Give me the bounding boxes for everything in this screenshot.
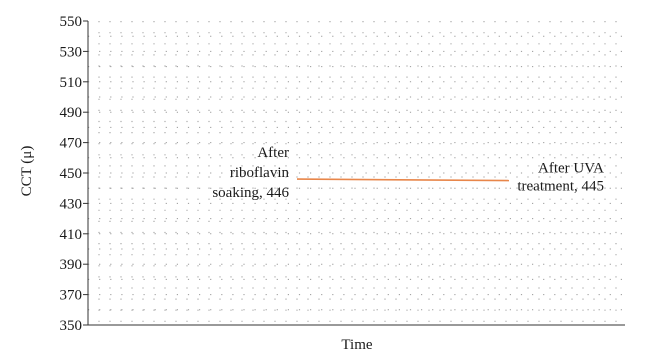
series-group — [296, 178, 510, 182]
y-axis-title: CCT (μ) — [19, 146, 35, 197]
annotations: After riboflavin soaking, 446 After UVA trea… — [212, 145, 604, 201]
y-tick-label: 530 — [60, 44, 83, 60]
x-axis-title: Time — [341, 337, 372, 353]
y-tick-label: 490 — [60, 105, 83, 121]
axes — [83, 20, 625, 326]
grid — [88, 21, 625, 325]
series-line — [296, 178, 510, 182]
data-label-start: After riboflavin soaking, 446 — [212, 145, 289, 201]
y-tick-label: 510 — [60, 75, 83, 91]
y-tick-label: 410 — [60, 227, 83, 243]
y-tick-label: 430 — [60, 196, 83, 212]
y-tick-label: 370 — [60, 288, 83, 304]
y-tick-label: 550 — [60, 14, 83, 30]
y-tick-label: 390 — [60, 257, 83, 273]
y-tick-label: 450 — [60, 166, 83, 182]
y-tick-label: 470 — [60, 136, 83, 152]
y-tick-labels: 350 370 390 410 430 450 470 490 510 530 550 — [60, 14, 83, 334]
y-tick-label: 350 — [60, 318, 83, 334]
data-label-end: After UVA treatment, 445 — [517, 161, 604, 195]
